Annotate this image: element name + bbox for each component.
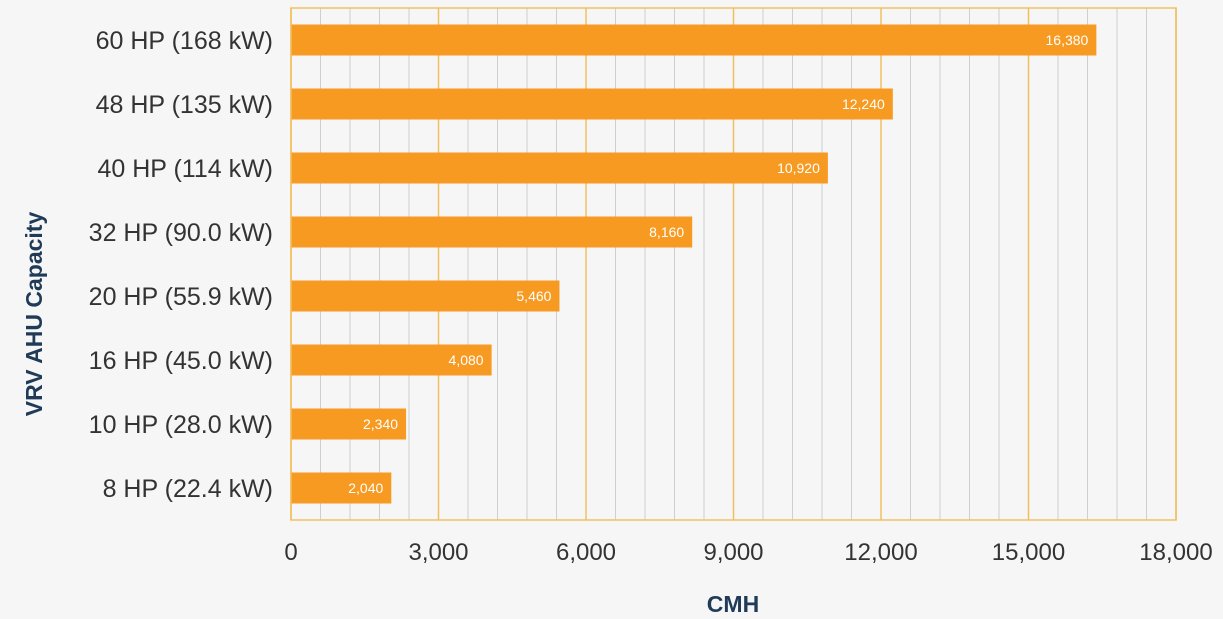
x-tick-label: 18,000 [1139,539,1212,566]
data-label: 2,040 [348,480,383,496]
data-label: 16,380 [1046,32,1089,48]
category-label: 32 HP (90.0 kW) [89,219,273,247]
data-label: 8,160 [649,224,684,240]
plot-frame [290,7,1177,521]
category-label: 40 HP (114 kW) [97,155,273,183]
bar [291,408,407,440]
bar [291,24,1097,56]
data-label: 2,340 [363,416,398,432]
bars [291,24,1097,504]
bar [291,152,828,184]
category-labels: 60 HP (168 kW) 48 HP (135 kW) 40 HP (114 k… [89,27,273,503]
category-label: 60 HP (168 kW) [96,27,273,55]
category-label: 16 HP (45.0 kW) [89,347,273,375]
bar [291,280,560,312]
bar [291,88,893,120]
x-tick-labels: 0 3,000 6,000 9,000 12,000 15,000 18,000 [284,539,1212,566]
x-tick-label: 15,000 [992,539,1065,566]
data-label: 10,920 [777,160,820,176]
category-label: 10 HP (28.0 kW) [89,411,273,439]
grid-lines [290,8,1177,520]
bar [291,472,392,504]
x-tick-label: 12,000 [844,539,917,566]
x-tick-label: 0 [284,539,297,566]
x-tick-label: 3,000 [408,539,468,566]
data-label: 5,460 [516,288,551,304]
bar [291,216,693,248]
x-tick-label: 9,000 [703,539,763,566]
category-label: 20 HP (55.9 kW) [89,283,273,311]
y-axis-title: VRV AHU Capacity [21,212,47,417]
x-tick-label: 6,000 [556,539,616,566]
data-label: 4,080 [449,352,484,368]
category-label: 48 HP (135 kW) [96,91,273,119]
bar [291,344,492,376]
data-labels: 16,380 12,240 10,920 8,160 5,460 4,080 2,340 2,… [348,32,1088,496]
category-label: 8 HP (22.4 kW) [103,475,273,503]
x-axis-title: CMH [707,591,759,617]
data-label: 12,240 [842,96,885,112]
